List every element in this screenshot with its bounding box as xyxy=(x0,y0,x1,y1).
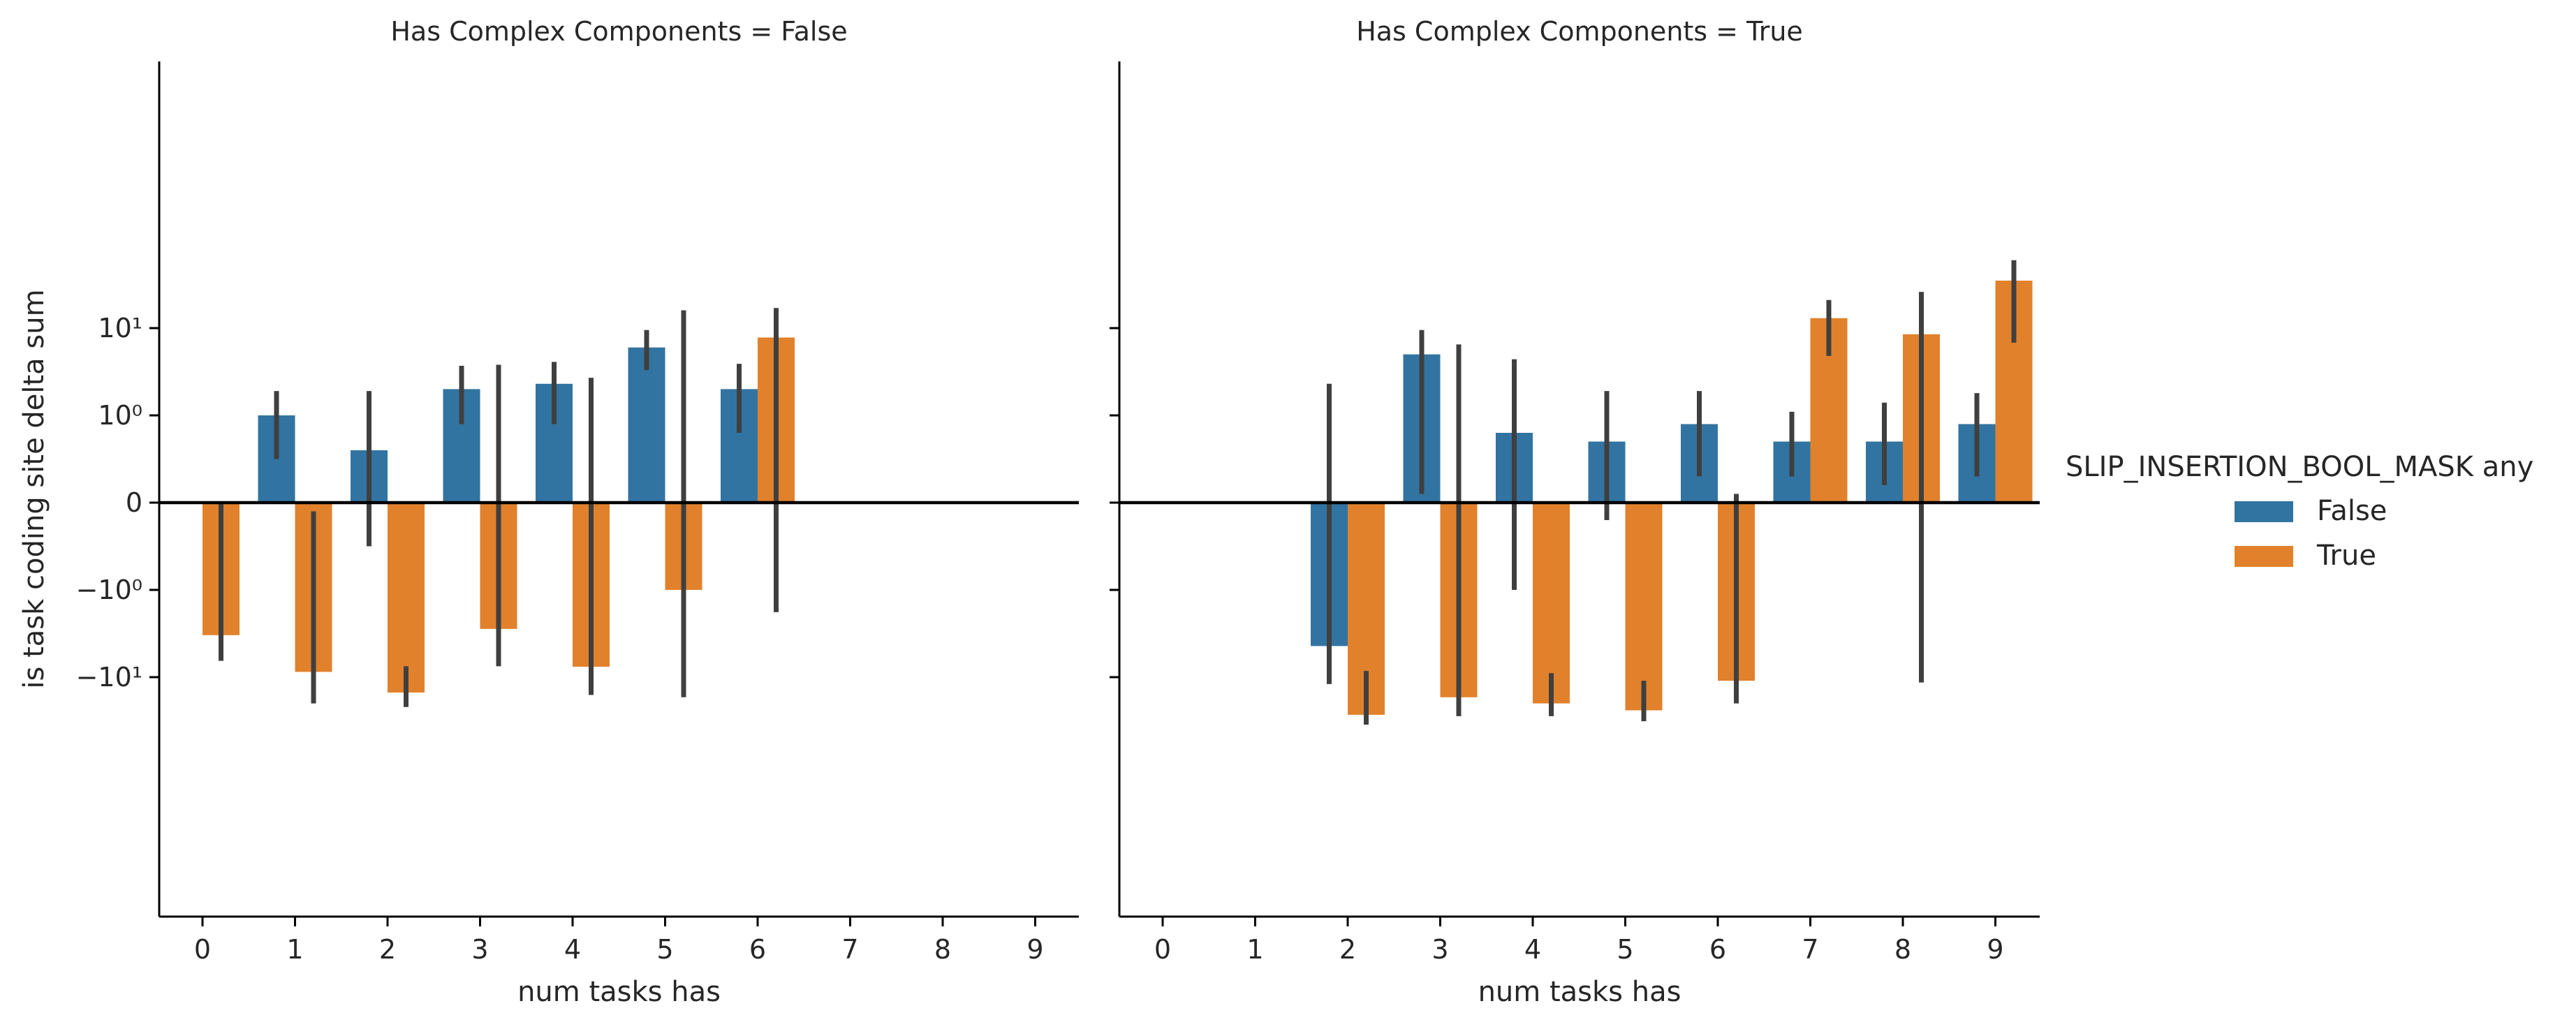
x-tick-label: 5 xyxy=(656,934,673,965)
x-tick-label: 4 xyxy=(1524,934,1541,965)
bar-false-5 xyxy=(628,347,665,503)
x-tick-label: 7 xyxy=(1802,934,1818,965)
legend-swatch-false xyxy=(2235,501,2293,522)
y-tick-label: 10⁰ xyxy=(98,400,142,431)
x-tick-label: 0 xyxy=(194,934,211,965)
bar-true-2 xyxy=(388,503,425,693)
x-tick-label: 8 xyxy=(1894,934,1911,965)
x-tick-label: 6 xyxy=(749,934,766,965)
x-tick-label: 7 xyxy=(841,934,858,965)
x-tick-label: 2 xyxy=(1339,934,1356,965)
panel-title: Has Complex Components = False xyxy=(390,16,847,47)
legend-title: SLIP_INSERTION_BOOL_MASK any xyxy=(2066,451,2533,483)
x-tick-label: 6 xyxy=(1709,934,1726,965)
x-tick-label: 1 xyxy=(1246,934,1263,965)
x-tick-label: 3 xyxy=(471,934,488,965)
bar-true-4 xyxy=(1533,503,1570,704)
panel-title: Has Complex Components = True xyxy=(1356,16,1803,47)
y-axis-label: is task coding site delta sum xyxy=(18,289,50,688)
x-axis-label: num tasks has xyxy=(1478,976,1681,1008)
legend-item-false: False xyxy=(2317,495,2387,527)
legend-item-true: True xyxy=(2316,540,2376,572)
y-tick-label: 10¹ xyxy=(98,313,142,343)
y-tick-label: −10⁰ xyxy=(76,575,142,605)
x-tick-label: 2 xyxy=(379,934,396,965)
y-tick-label: −10¹ xyxy=(76,662,142,693)
x-tick-label: 5 xyxy=(1617,934,1633,965)
x-axis-label: num tasks has xyxy=(517,976,721,1008)
x-tick-label: 8 xyxy=(934,934,951,965)
x-tick-label: 9 xyxy=(1987,934,2003,965)
x-tick-label: 1 xyxy=(286,934,303,965)
x-tick-label: 4 xyxy=(564,934,581,965)
bar-true-5 xyxy=(1625,503,1663,711)
y-tick-label: 0 xyxy=(126,487,142,518)
x-tick-label: 9 xyxy=(1026,934,1043,965)
x-tick-label: 3 xyxy=(1431,934,1448,965)
x-tick-label: 0 xyxy=(1154,934,1171,965)
legend-swatch-true xyxy=(2235,546,2293,567)
